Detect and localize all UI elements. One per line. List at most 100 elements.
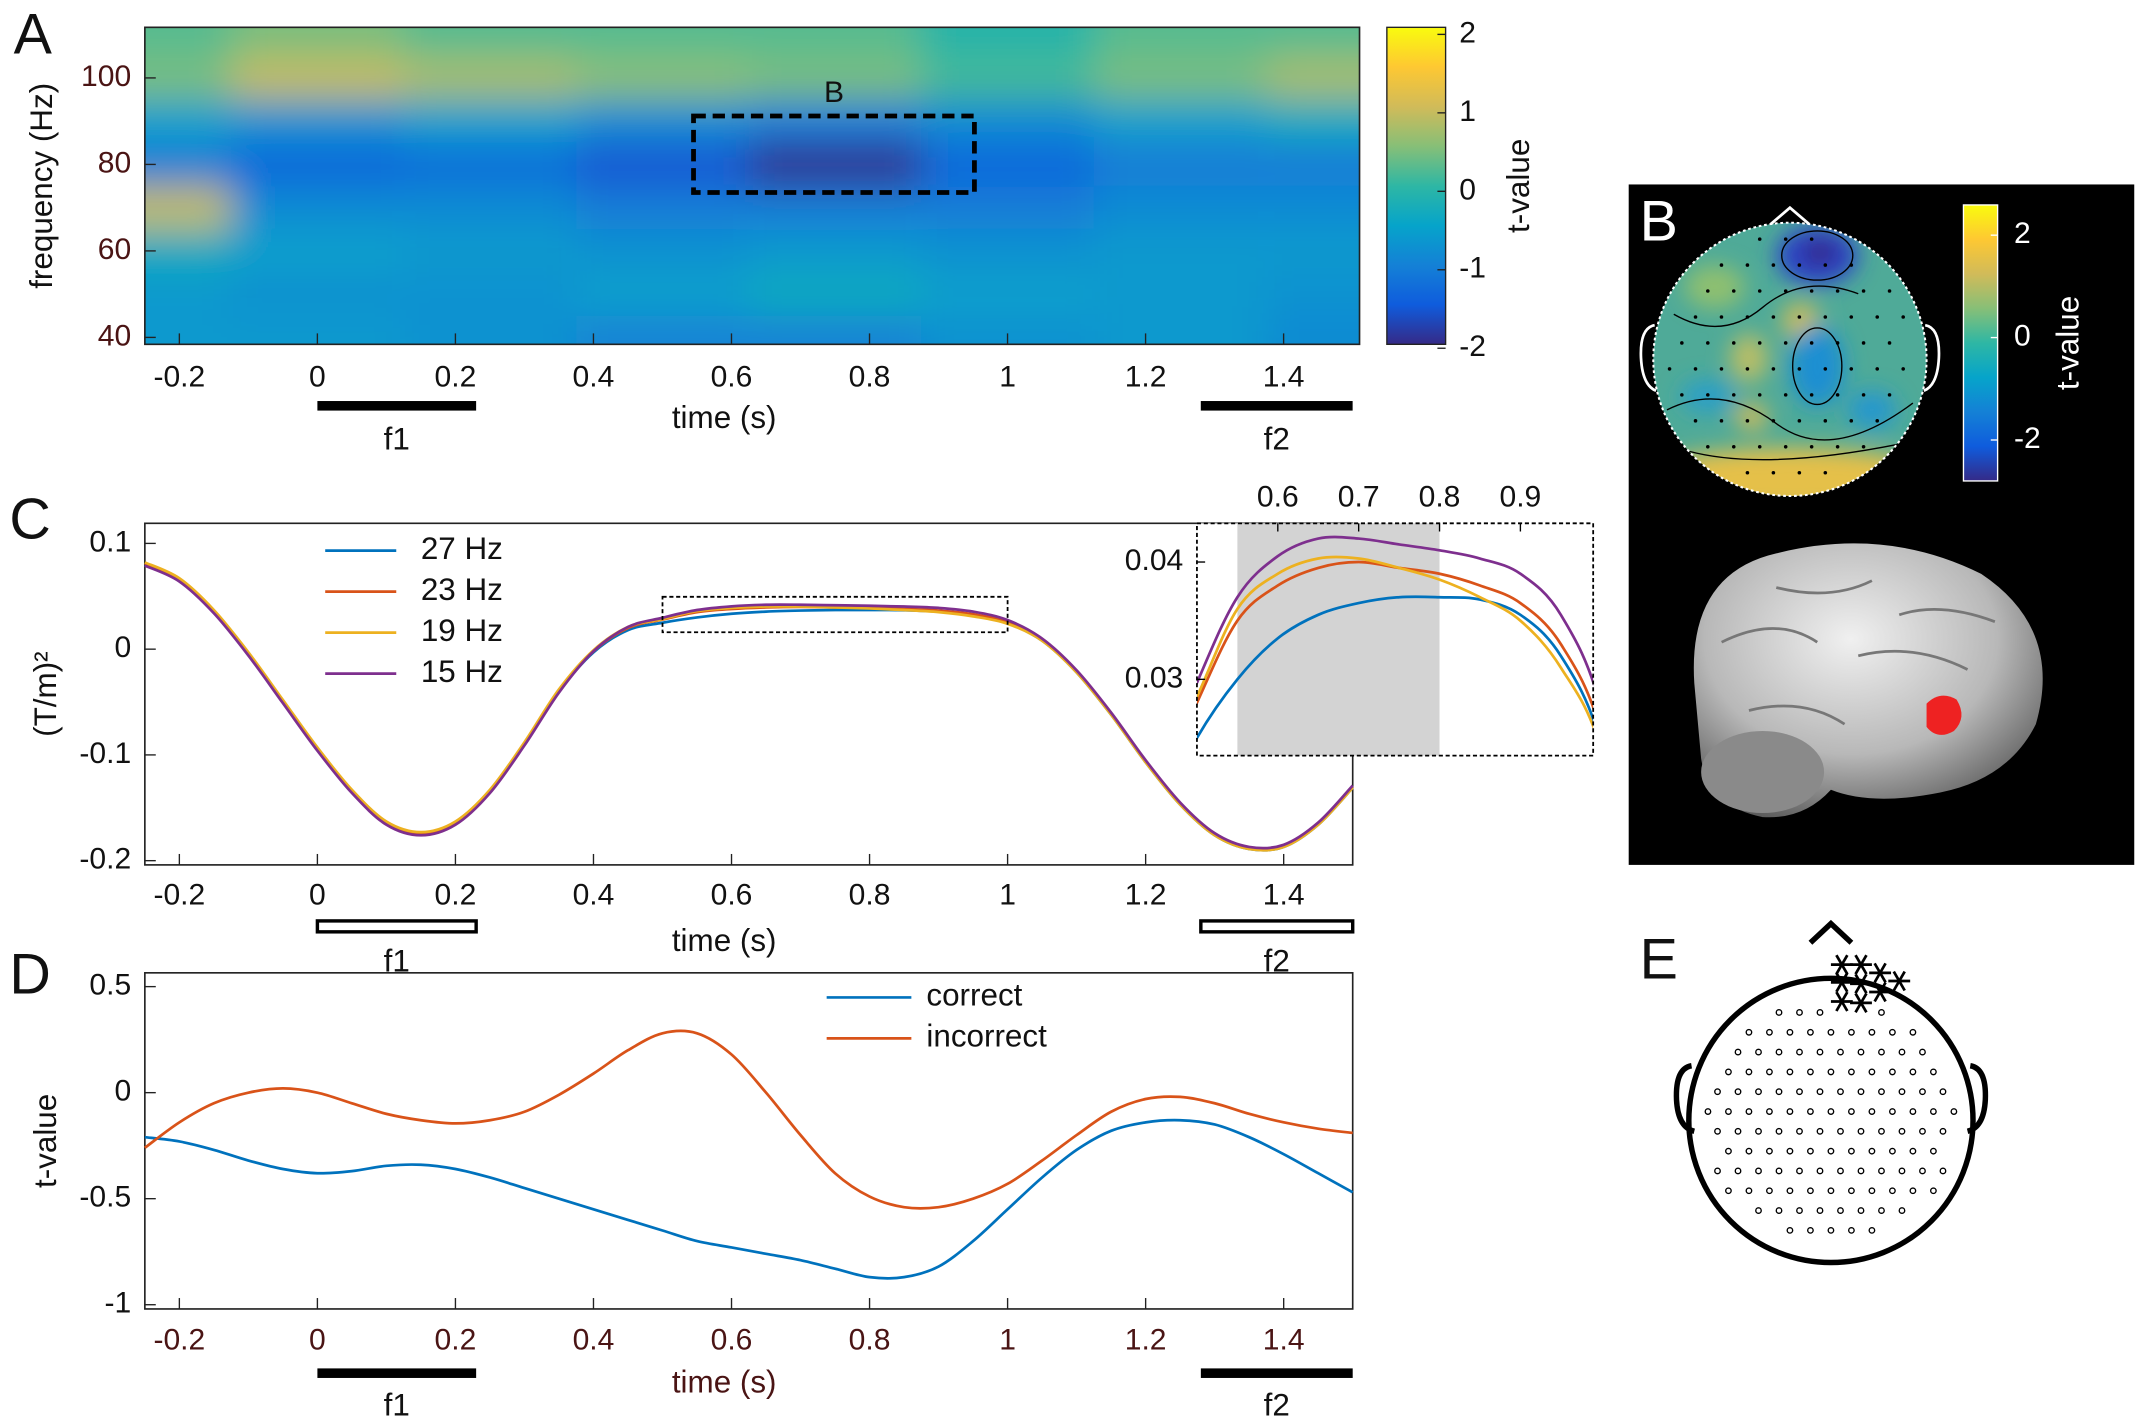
electrode — [1898, 1167, 1906, 1175]
electrode-dot — [1771, 315, 1776, 319]
electrode — [1755, 1088, 1762, 1096]
significant-electrode — [1830, 991, 1853, 1012]
electrode — [1827, 1147, 1835, 1155]
electrode — [1898, 1127, 1906, 1135]
electrode-dot — [1745, 263, 1750, 267]
electrode — [1775, 1088, 1783, 1096]
electrode — [1745, 1068, 1753, 1076]
significant-electrode — [1888, 970, 1911, 992]
electrode-dot — [1680, 393, 1684, 397]
electrode — [1888, 1108, 1896, 1115]
colorbar-tick-label: -2 — [1459, 330, 1486, 363]
x-tick-label: 1.2 — [1125, 360, 1167, 393]
stimulus-label: f1 — [384, 1388, 410, 1421]
electrode-dot — [1719, 367, 1724, 371]
electrode — [1888, 1028, 1896, 1036]
inset-x-tick-label: 0.8 — [1419, 481, 1461, 514]
electrode-dot — [1731, 289, 1736, 293]
electrode — [1868, 1028, 1876, 1036]
electrode — [1939, 1127, 1947, 1135]
x-tick-label: 1 — [999, 360, 1016, 393]
topomap — [1639, 205, 1941, 498]
x-tick-label: 0.2 — [435, 1324, 477, 1357]
electrode — [1755, 1207, 1762, 1214]
electrode-dot — [1809, 289, 1814, 293]
electrode — [1929, 1068, 1937, 1076]
x-tick-label: 1 — [999, 878, 1016, 911]
heatmap-cell — [576, 272, 749, 316]
colorbar-label: t-value — [1501, 139, 1536, 233]
heatmap-cell — [231, 99, 404, 143]
series-line — [144, 564, 1354, 850]
electrode — [1816, 1088, 1824, 1096]
heatmap-cell — [748, 99, 922, 143]
electrode-dot — [1835, 289, 1840, 293]
heatmap-cell — [1093, 27, 1267, 57]
electrode — [1816, 1167, 1824, 1175]
electrode — [1755, 1167, 1762, 1175]
electrode-dot — [1731, 445, 1736, 449]
y-tick-label: 0 — [114, 631, 131, 664]
electrode-dot — [1797, 263, 1802, 267]
x-tick-label: 1.4 — [1263, 1324, 1305, 1357]
electrode-dot — [1887, 393, 1892, 397]
electrode — [1816, 1048, 1824, 1056]
electrode — [1807, 1147, 1814, 1155]
electrode-dot — [1771, 367, 1776, 371]
x-tick-label: 0.6 — [711, 878, 753, 911]
x-tick-label: 1.2 — [1125, 878, 1167, 911]
electrode-dot — [1783, 237, 1788, 241]
electrode-dot — [1757, 445, 1762, 449]
asterisk-stroke — [1854, 954, 1868, 975]
y-tick-label: 60 — [98, 233, 131, 266]
x-tick-label: 0.8 — [849, 360, 891, 393]
electrode-dot — [1797, 470, 1802, 475]
colorbar-tick-label: -1 — [1459, 252, 1486, 285]
colorbar-tick-label: 2 — [1459, 16, 1476, 49]
electrode — [1775, 1048, 1783, 1056]
electrode — [1714, 1127, 1721, 1135]
electrode — [1909, 1108, 1917, 1115]
electrode — [1868, 1068, 1876, 1076]
electrode — [1857, 1207, 1865, 1214]
heatmap-cell — [1266, 315, 1360, 345]
panel-label: B — [1640, 190, 1678, 254]
electrode-dot — [1706, 445, 1710, 449]
x-tick-label: 0.2 — [435, 360, 477, 393]
y-axis-label: frequency (Hz) — [24, 83, 59, 289]
heatmap-cell — [403, 27, 577, 57]
zoom-box — [661, 595, 1009, 634]
heatmap-cell — [231, 272, 404, 316]
electrode — [1745, 1108, 1753, 1115]
electrode-dot — [1757, 341, 1762, 345]
inset-series-line — [1196, 595, 1594, 741]
significant-electrode — [1850, 973, 1872, 994]
electrode-dot — [1706, 393, 1710, 397]
x-tick-label: 1.2 — [1125, 1324, 1167, 1357]
electrode — [1868, 1108, 1876, 1115]
x-axis-label: time (s) — [672, 400, 777, 435]
heatmap-cell — [921, 99, 1094, 143]
y-tick-label: 0.5 — [89, 969, 131, 1002]
x-tick-label: 0.2 — [435, 878, 477, 911]
electrode — [1868, 1147, 1876, 1155]
stimulus-bar — [317, 1368, 477, 1378]
electrode — [1837, 1207, 1844, 1214]
heatmap-cell — [231, 27, 404, 57]
heatmap-cell — [1093, 272, 1267, 316]
y-tick-label: 0 — [114, 1075, 131, 1108]
electrode — [1929, 1108, 1937, 1115]
electrode — [1939, 1088, 1947, 1096]
electrode-dot — [1849, 315, 1854, 319]
inset-lines — [1196, 535, 1594, 741]
electrode — [1848, 1226, 1855, 1234]
roi-box — [691, 113, 977, 195]
asterisk-stroke — [1873, 981, 1887, 1003]
heatmap-cell — [748, 186, 922, 230]
y-tick-label: -0.5 — [79, 1181, 131, 1214]
electrode — [1878, 1048, 1885, 1056]
y-tick-label: 100 — [81, 60, 131, 93]
electrode-dot — [1887, 289, 1892, 293]
heatmap-cell — [921, 27, 1094, 57]
electrode — [1837, 1088, 1844, 1096]
